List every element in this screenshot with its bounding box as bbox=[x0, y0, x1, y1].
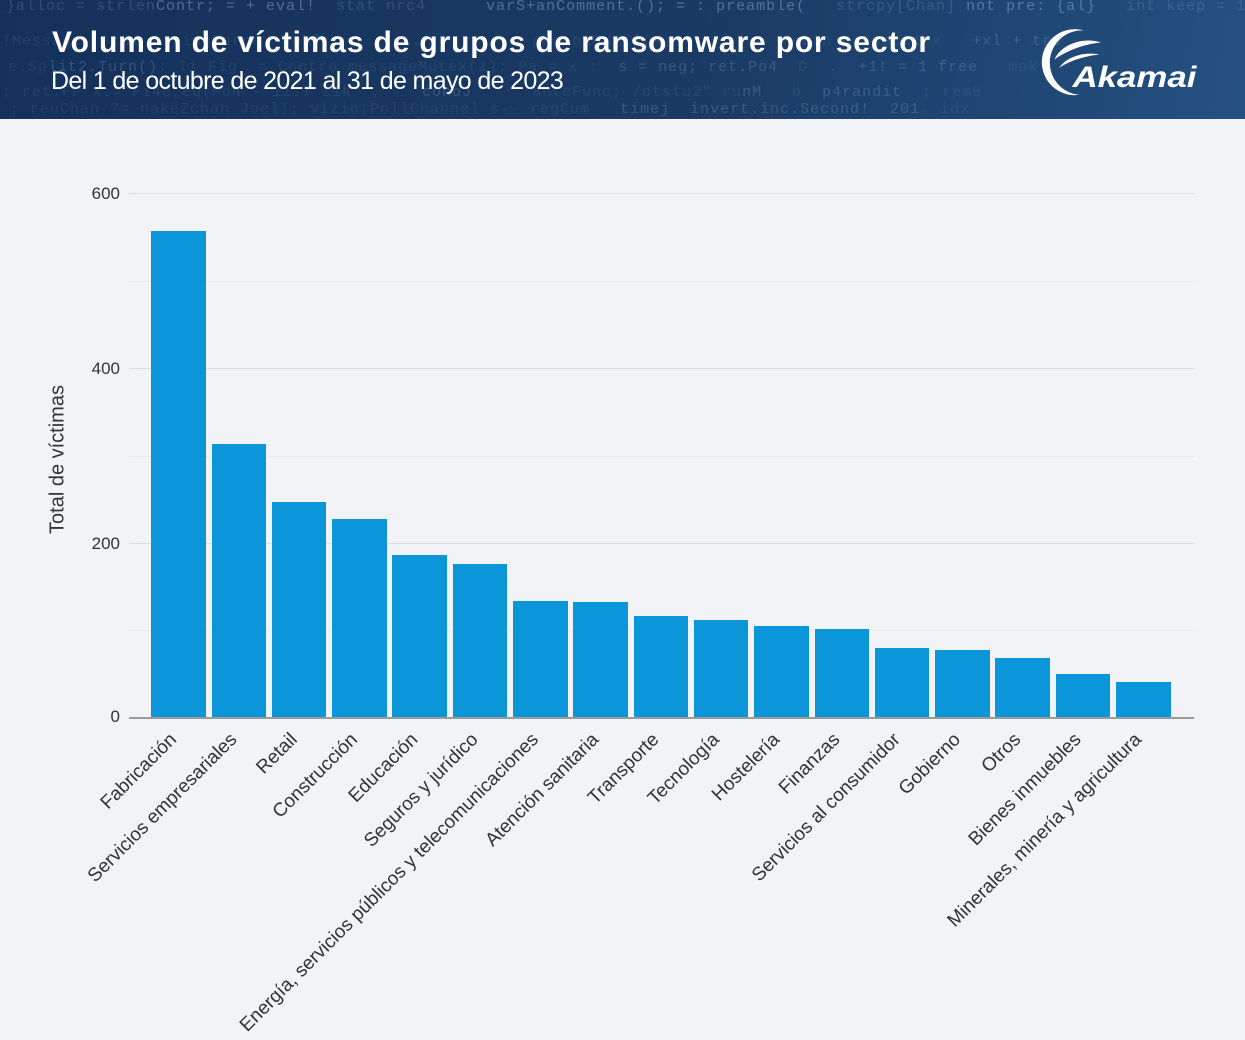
svg-text:Gobierno: Gobierno bbox=[895, 729, 965, 799]
svg-text:Akamai: Akamai bbox=[1071, 61, 1197, 94]
svg-text:Bienes inmuebles: Bienes inmuebles bbox=[965, 729, 1086, 850]
svg-text:Seguros y jurídico: Seguros y jurídico bbox=[360, 729, 482, 851]
svg-text:Retail: Retail bbox=[252, 729, 301, 778]
svg-text:Atención sanitaria: Atención sanitaria bbox=[481, 729, 603, 851]
svg-text:Otros: Otros bbox=[978, 729, 1026, 777]
